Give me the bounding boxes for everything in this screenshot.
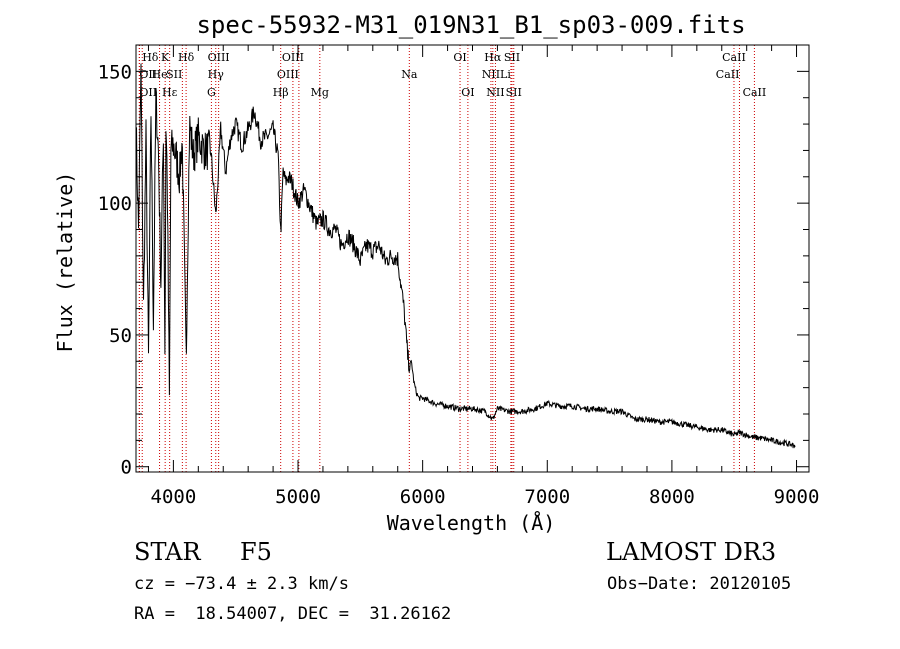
line-marker-label: CaII bbox=[722, 51, 746, 64]
line-marker-label: Hδ bbox=[178, 51, 195, 64]
obs-date: Obs−Date: 20120105 bbox=[607, 574, 792, 594]
object-subclass: F5 bbox=[240, 538, 272, 566]
line-marker-label: Mg bbox=[311, 86, 329, 99]
y-axis-label: Flux (relative) bbox=[53, 172, 77, 353]
line-marker-label: NII bbox=[482, 68, 500, 81]
x-axis-ticks: 4000 5000 6000 7000 8000 9000 bbox=[147, 45, 820, 508]
x-tick-label: 5000 bbox=[275, 486, 321, 508]
y-tick-label: 50 bbox=[109, 325, 132, 347]
line-marker-label: Li bbox=[500, 68, 511, 81]
chart-title: spec-55932-M31_019N31_B1_sp03-009.fits bbox=[196, 11, 745, 39]
line-marker-label: OIII bbox=[282, 51, 304, 64]
line-marker-label: Hγ bbox=[208, 68, 225, 81]
line-marker-label: OIII bbox=[208, 51, 230, 64]
line-marker-label: OI bbox=[461, 86, 474, 99]
line-marker-label: SII bbox=[506, 86, 522, 99]
line-marker-label: Hβ bbox=[273, 86, 289, 99]
line-marker-label: CaII bbox=[716, 68, 740, 81]
line-marker-label: G bbox=[207, 86, 216, 99]
line-marker-label: Hε bbox=[162, 86, 178, 99]
spectrum-line bbox=[135, 63, 796, 449]
line-markers bbox=[138, 45, 755, 472]
survey-name: LAMOST DR3 bbox=[606, 538, 777, 566]
y-axis-ticks: 0 50 100 150 bbox=[98, 61, 809, 479]
x-axis-label: Wavelength (Å) bbox=[387, 511, 556, 535]
line-marker-label: OII bbox=[139, 86, 157, 99]
line-marker-label: SII bbox=[504, 51, 520, 64]
line-marker-label: CaII bbox=[743, 86, 767, 99]
line-marker-label: OIII bbox=[277, 68, 299, 81]
y-tick-label: 0 bbox=[121, 457, 132, 479]
line-marker-label: SII bbox=[166, 68, 182, 81]
line-marker-label: NII bbox=[486, 86, 504, 99]
y-tick-label: 100 bbox=[98, 193, 132, 215]
x-tick-label: 7000 bbox=[524, 486, 570, 508]
line-marker-label: Na bbox=[401, 68, 418, 81]
x-tick-label: 4000 bbox=[151, 486, 197, 508]
line-marker-label: Hα bbox=[484, 51, 502, 64]
coordinates: RA = 18.54007, DEC = 31.26162 bbox=[134, 604, 452, 624]
object-class: STAR bbox=[134, 538, 201, 566]
redshift-info: cz = −73.4 ± 2.3 km/s bbox=[134, 574, 349, 594]
x-tick-label: 8000 bbox=[649, 486, 695, 508]
line-marker-label: Hδ bbox=[142, 51, 159, 64]
line-marker-label: OI bbox=[453, 51, 466, 64]
x-tick-label: 6000 bbox=[400, 486, 446, 508]
y-tick-label: 150 bbox=[98, 61, 132, 83]
x-tick-label: 9000 bbox=[774, 486, 820, 508]
line-marker-label: K bbox=[161, 51, 170, 64]
line-marker-label: He bbox=[152, 68, 168, 81]
